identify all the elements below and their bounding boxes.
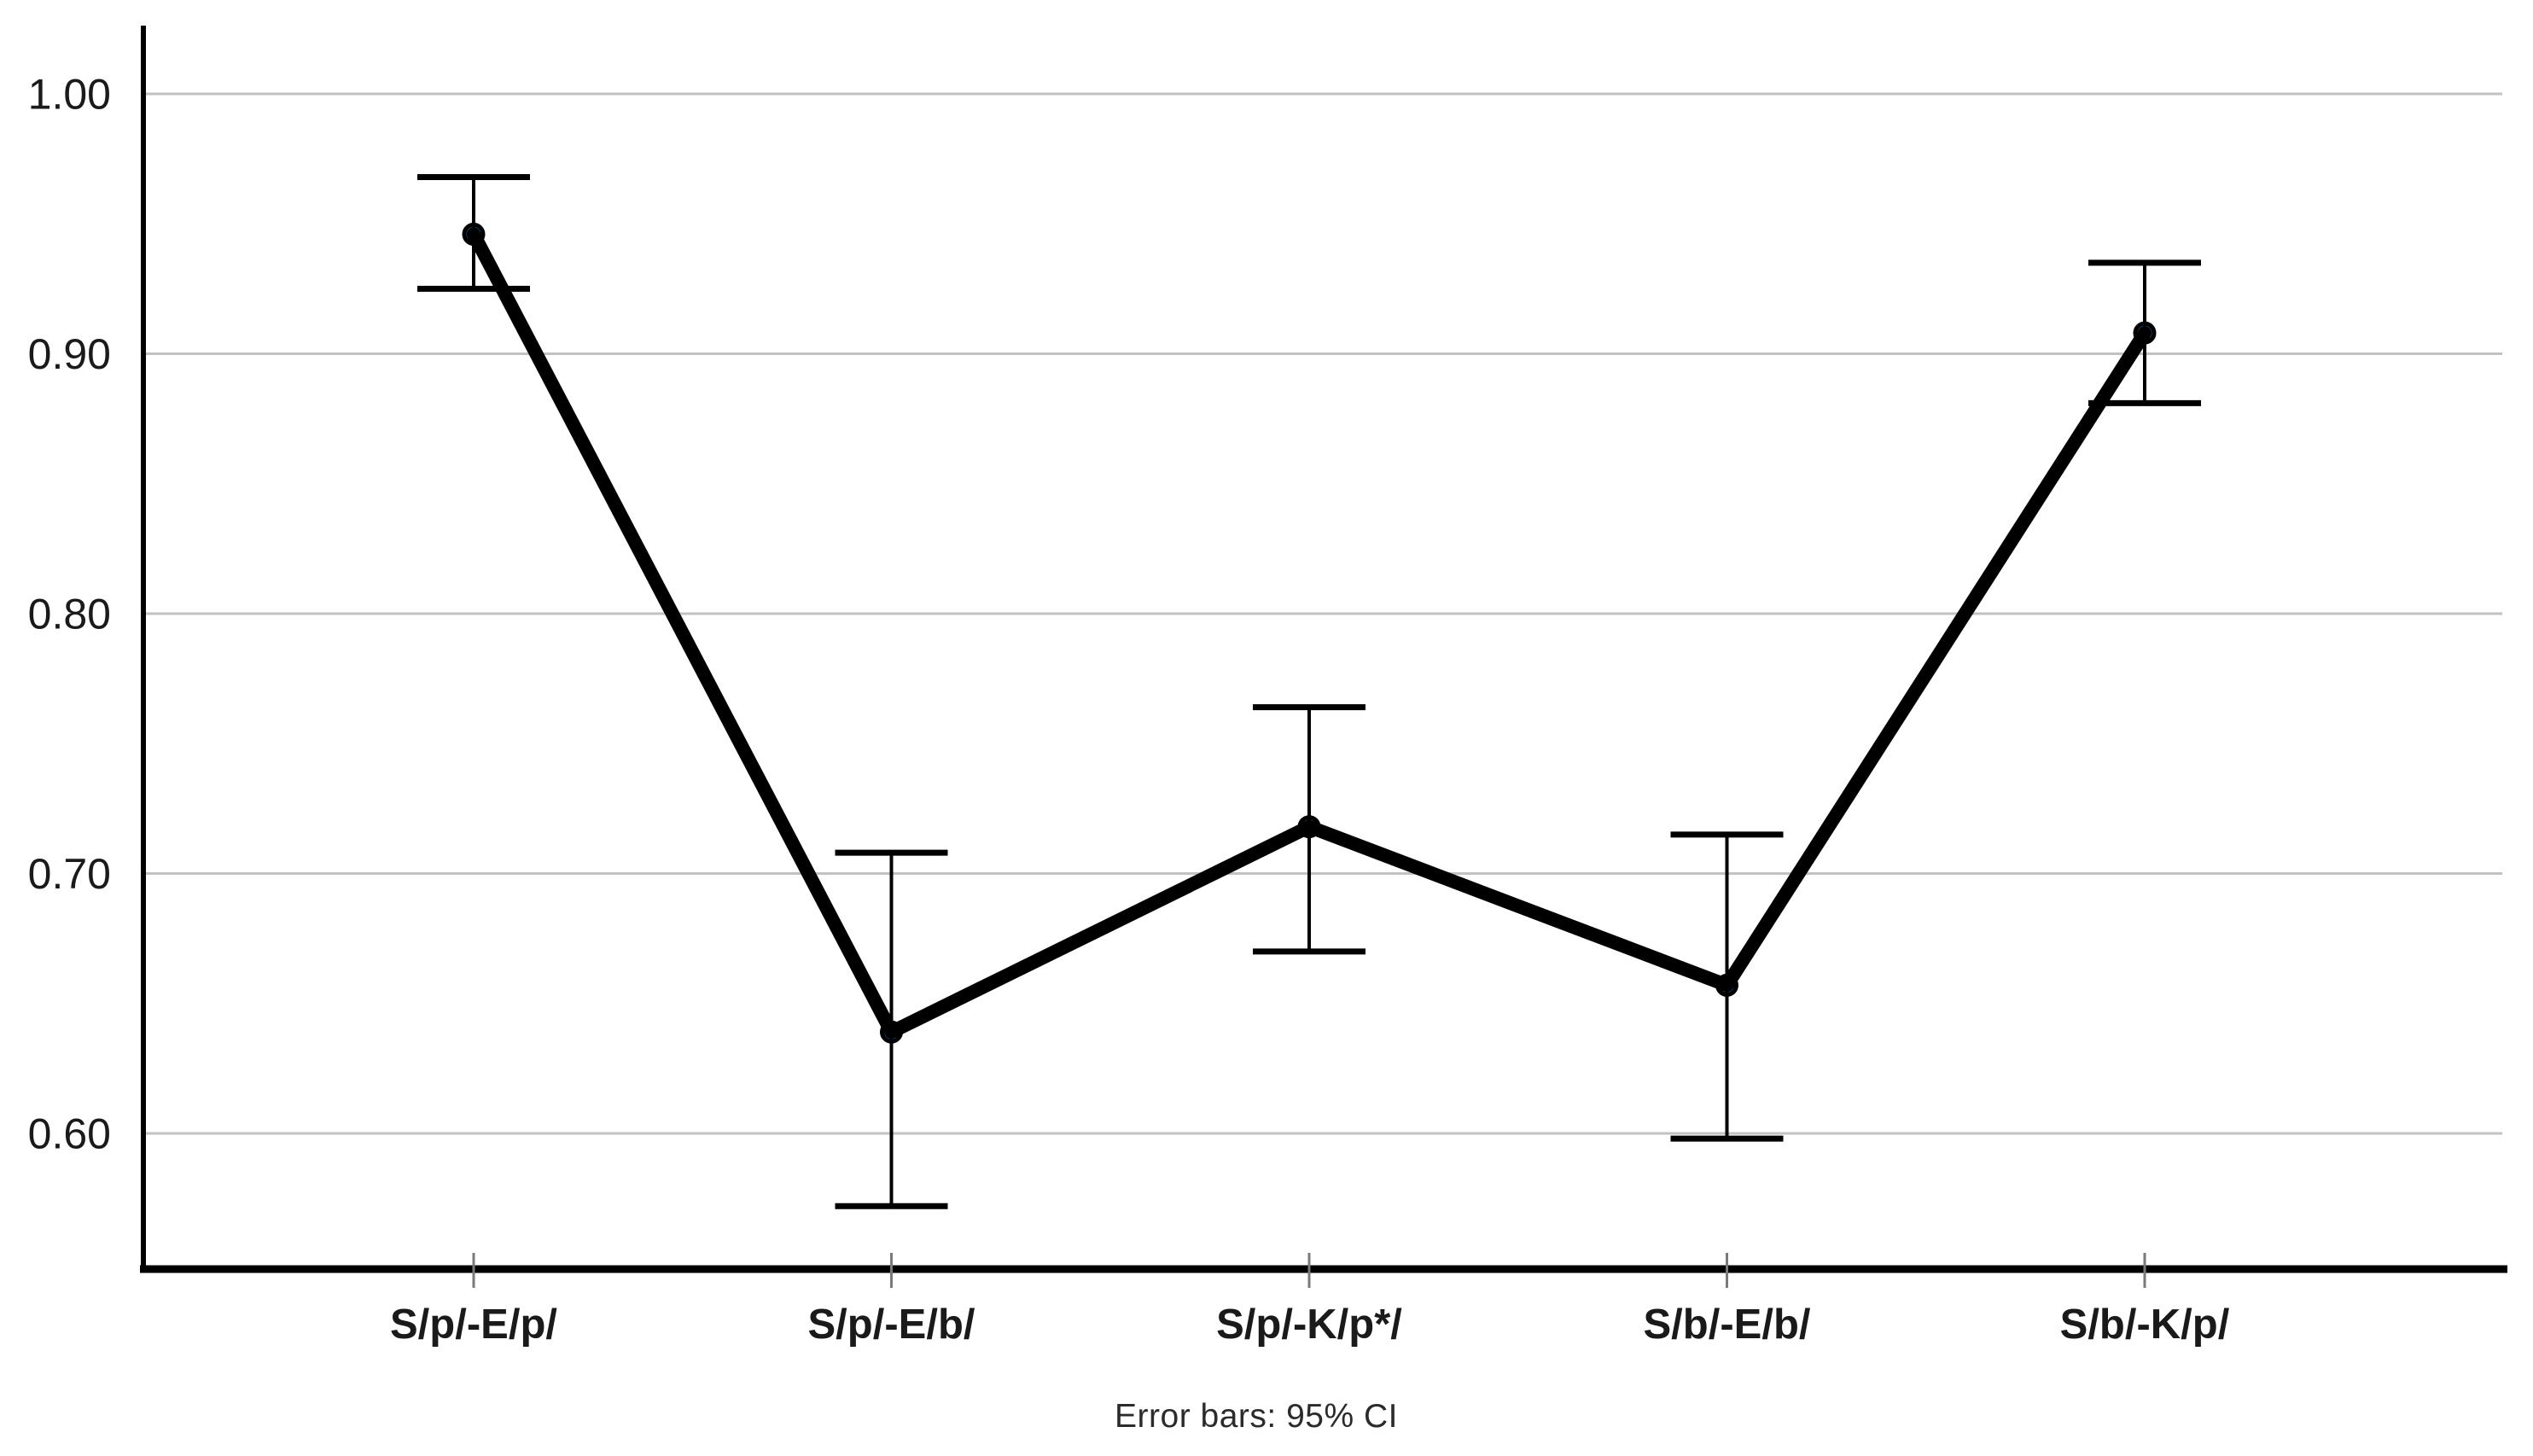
y-tick-label: 0.70	[28, 850, 111, 898]
series-line	[467, 227, 2152, 1040]
y-tick-label: 0.80	[28, 591, 111, 638]
x-tick-label: S/b/-E/b/	[1644, 1302, 1811, 1348]
x-tick-label: S/p/-E/b/	[808, 1302, 975, 1348]
x-tick-label: S/p/-E/p/	[390, 1302, 557, 1348]
y-tick-label: 0.60	[28, 1110, 111, 1158]
x-tick-label: S/b/-K/p/	[2060, 1302, 2230, 1348]
chart-caption: Error bars: 95% CI	[1115, 1398, 1398, 1435]
x-tick-label: S/p/-K/p*/	[1216, 1302, 1402, 1348]
y-tick-label: 1.00	[28, 71, 111, 119]
y-tick-label: 0.90	[28, 330, 111, 378]
